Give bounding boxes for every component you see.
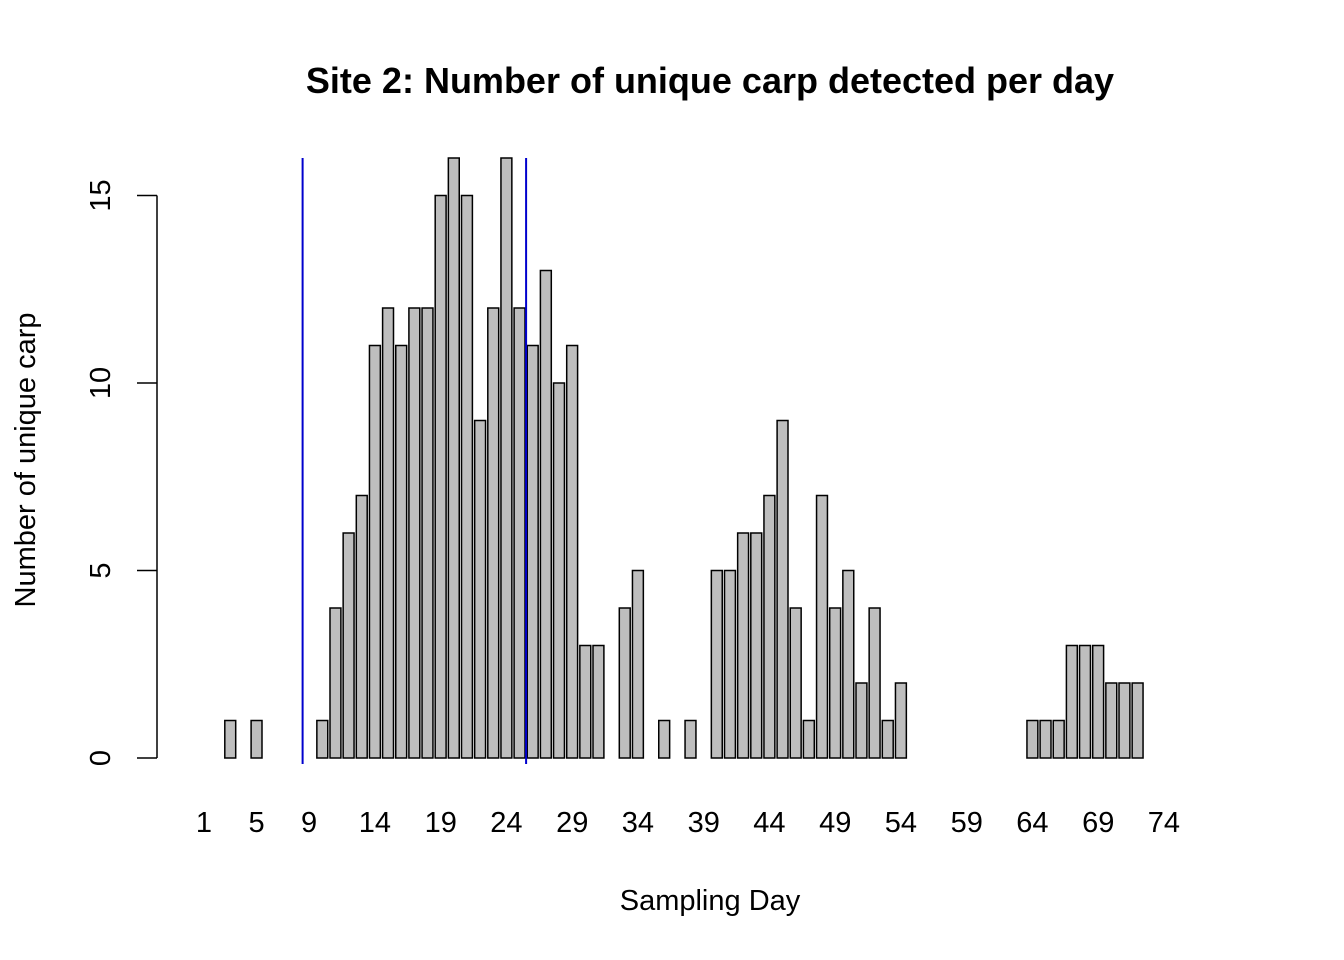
- bar-day-49: [828, 607, 842, 759]
- bar-day-5: [250, 719, 263, 759]
- bar-day-14: [368, 344, 382, 759]
- bar-day-24: [500, 157, 513, 759]
- x-tick-label: 49: [819, 807, 851, 839]
- bar-day-25: [513, 307, 526, 759]
- y-tick-label: 5: [85, 562, 117, 578]
- bar-day-40: [710, 569, 723, 759]
- bar-day-38: [684, 719, 697, 759]
- bar-day-11: [329, 607, 342, 759]
- x-axis-ticks: 1 5 9 14 19 24 29 34 39 44 49 54 59 64 69 74: [196, 807, 1180, 839]
- bar-day-27: [539, 269, 553, 759]
- bar-day-50: [842, 569, 855, 759]
- bar-day-71: [1118, 682, 1131, 759]
- x-tick-label: 29: [556, 807, 588, 839]
- bar-day-44: [763, 494, 776, 759]
- y-axis: 0 5 10 15: [85, 179, 158, 766]
- reference-lines: [301, 158, 528, 764]
- bar-day-21: [460, 194, 474, 759]
- bar-day-28: [552, 382, 566, 759]
- x-tick-label: 74: [1148, 807, 1180, 839]
- bar-day-16: [395, 344, 408, 759]
- bar-day-47: [802, 719, 816, 759]
- x-tick-label: 44: [753, 807, 785, 839]
- bar-day-65: [1039, 719, 1052, 759]
- y-tick-label: 0: [85, 750, 117, 766]
- x-tick-label: 54: [885, 807, 917, 839]
- bar-day-45: [776, 419, 789, 759]
- x-tick-label: 34: [622, 807, 654, 839]
- bar-day-13: [355, 494, 368, 759]
- bar-day-19: [434, 194, 447, 759]
- bar-day-34: [631, 569, 645, 759]
- bar-day-67: [1065, 644, 1079, 759]
- x-tick-label: 9: [301, 807, 317, 839]
- bar-day-48: [815, 494, 829, 759]
- x-tick-label: 5: [249, 807, 265, 839]
- bar-day-36: [658, 719, 671, 759]
- x-tick-label: 19: [425, 807, 457, 839]
- bar-day-30: [579, 644, 592, 759]
- x-tick-label: 1: [196, 807, 212, 839]
- y-tick-label: 15: [85, 179, 117, 211]
- y-tick-label: 10: [85, 367, 117, 399]
- bars: [224, 157, 1144, 759]
- bar-day-54: [894, 682, 908, 759]
- bar-day-66: [1052, 719, 1065, 759]
- chart-title: Site 2: Number of unique carp detected p…: [306, 60, 1114, 101]
- x-tick-label: 39: [688, 807, 720, 839]
- y-axis-label: Number of unique carp: [10, 313, 42, 608]
- bar-day-42: [736, 532, 750, 759]
- bar-day-52: [868, 607, 881, 759]
- bar-day-31: [592, 644, 605, 759]
- bar-day-53: [881, 719, 894, 759]
- x-axis-label: Sampling Day: [620, 885, 801, 917]
- bar-day-17: [408, 307, 421, 759]
- x-tick-label: 59: [951, 807, 983, 839]
- bar-day-46: [789, 607, 802, 759]
- bar-day-29: [565, 344, 579, 759]
- x-tick-label: 24: [490, 807, 522, 839]
- bar-day-18: [421, 307, 434, 759]
- bar-day-20: [447, 157, 461, 759]
- bar-day-51: [855, 682, 868, 759]
- bar-day-68: [1078, 644, 1092, 759]
- bar-day-3: [224, 719, 237, 759]
- x-tick-label: 14: [359, 807, 391, 839]
- x-tick-label: 64: [1016, 807, 1048, 839]
- bar-day-70: [1105, 682, 1118, 759]
- bar-day-41: [723, 569, 737, 759]
- bar-day-23: [487, 307, 500, 759]
- bar-day-72: [1131, 682, 1144, 759]
- bar-day-10: [316, 719, 329, 759]
- bar-day-33: [618, 607, 631, 759]
- bar-day-43: [750, 532, 763, 759]
- bar-day-26: [526, 344, 539, 759]
- bar-day-12: [342, 532, 355, 759]
- x-tick-label: 69: [1082, 807, 1114, 839]
- bar-day-15: [381, 307, 395, 759]
- bar-day-69: [1091, 644, 1105, 759]
- bar-day-22: [473, 419, 487, 759]
- bar-day-64: [1026, 719, 1039, 759]
